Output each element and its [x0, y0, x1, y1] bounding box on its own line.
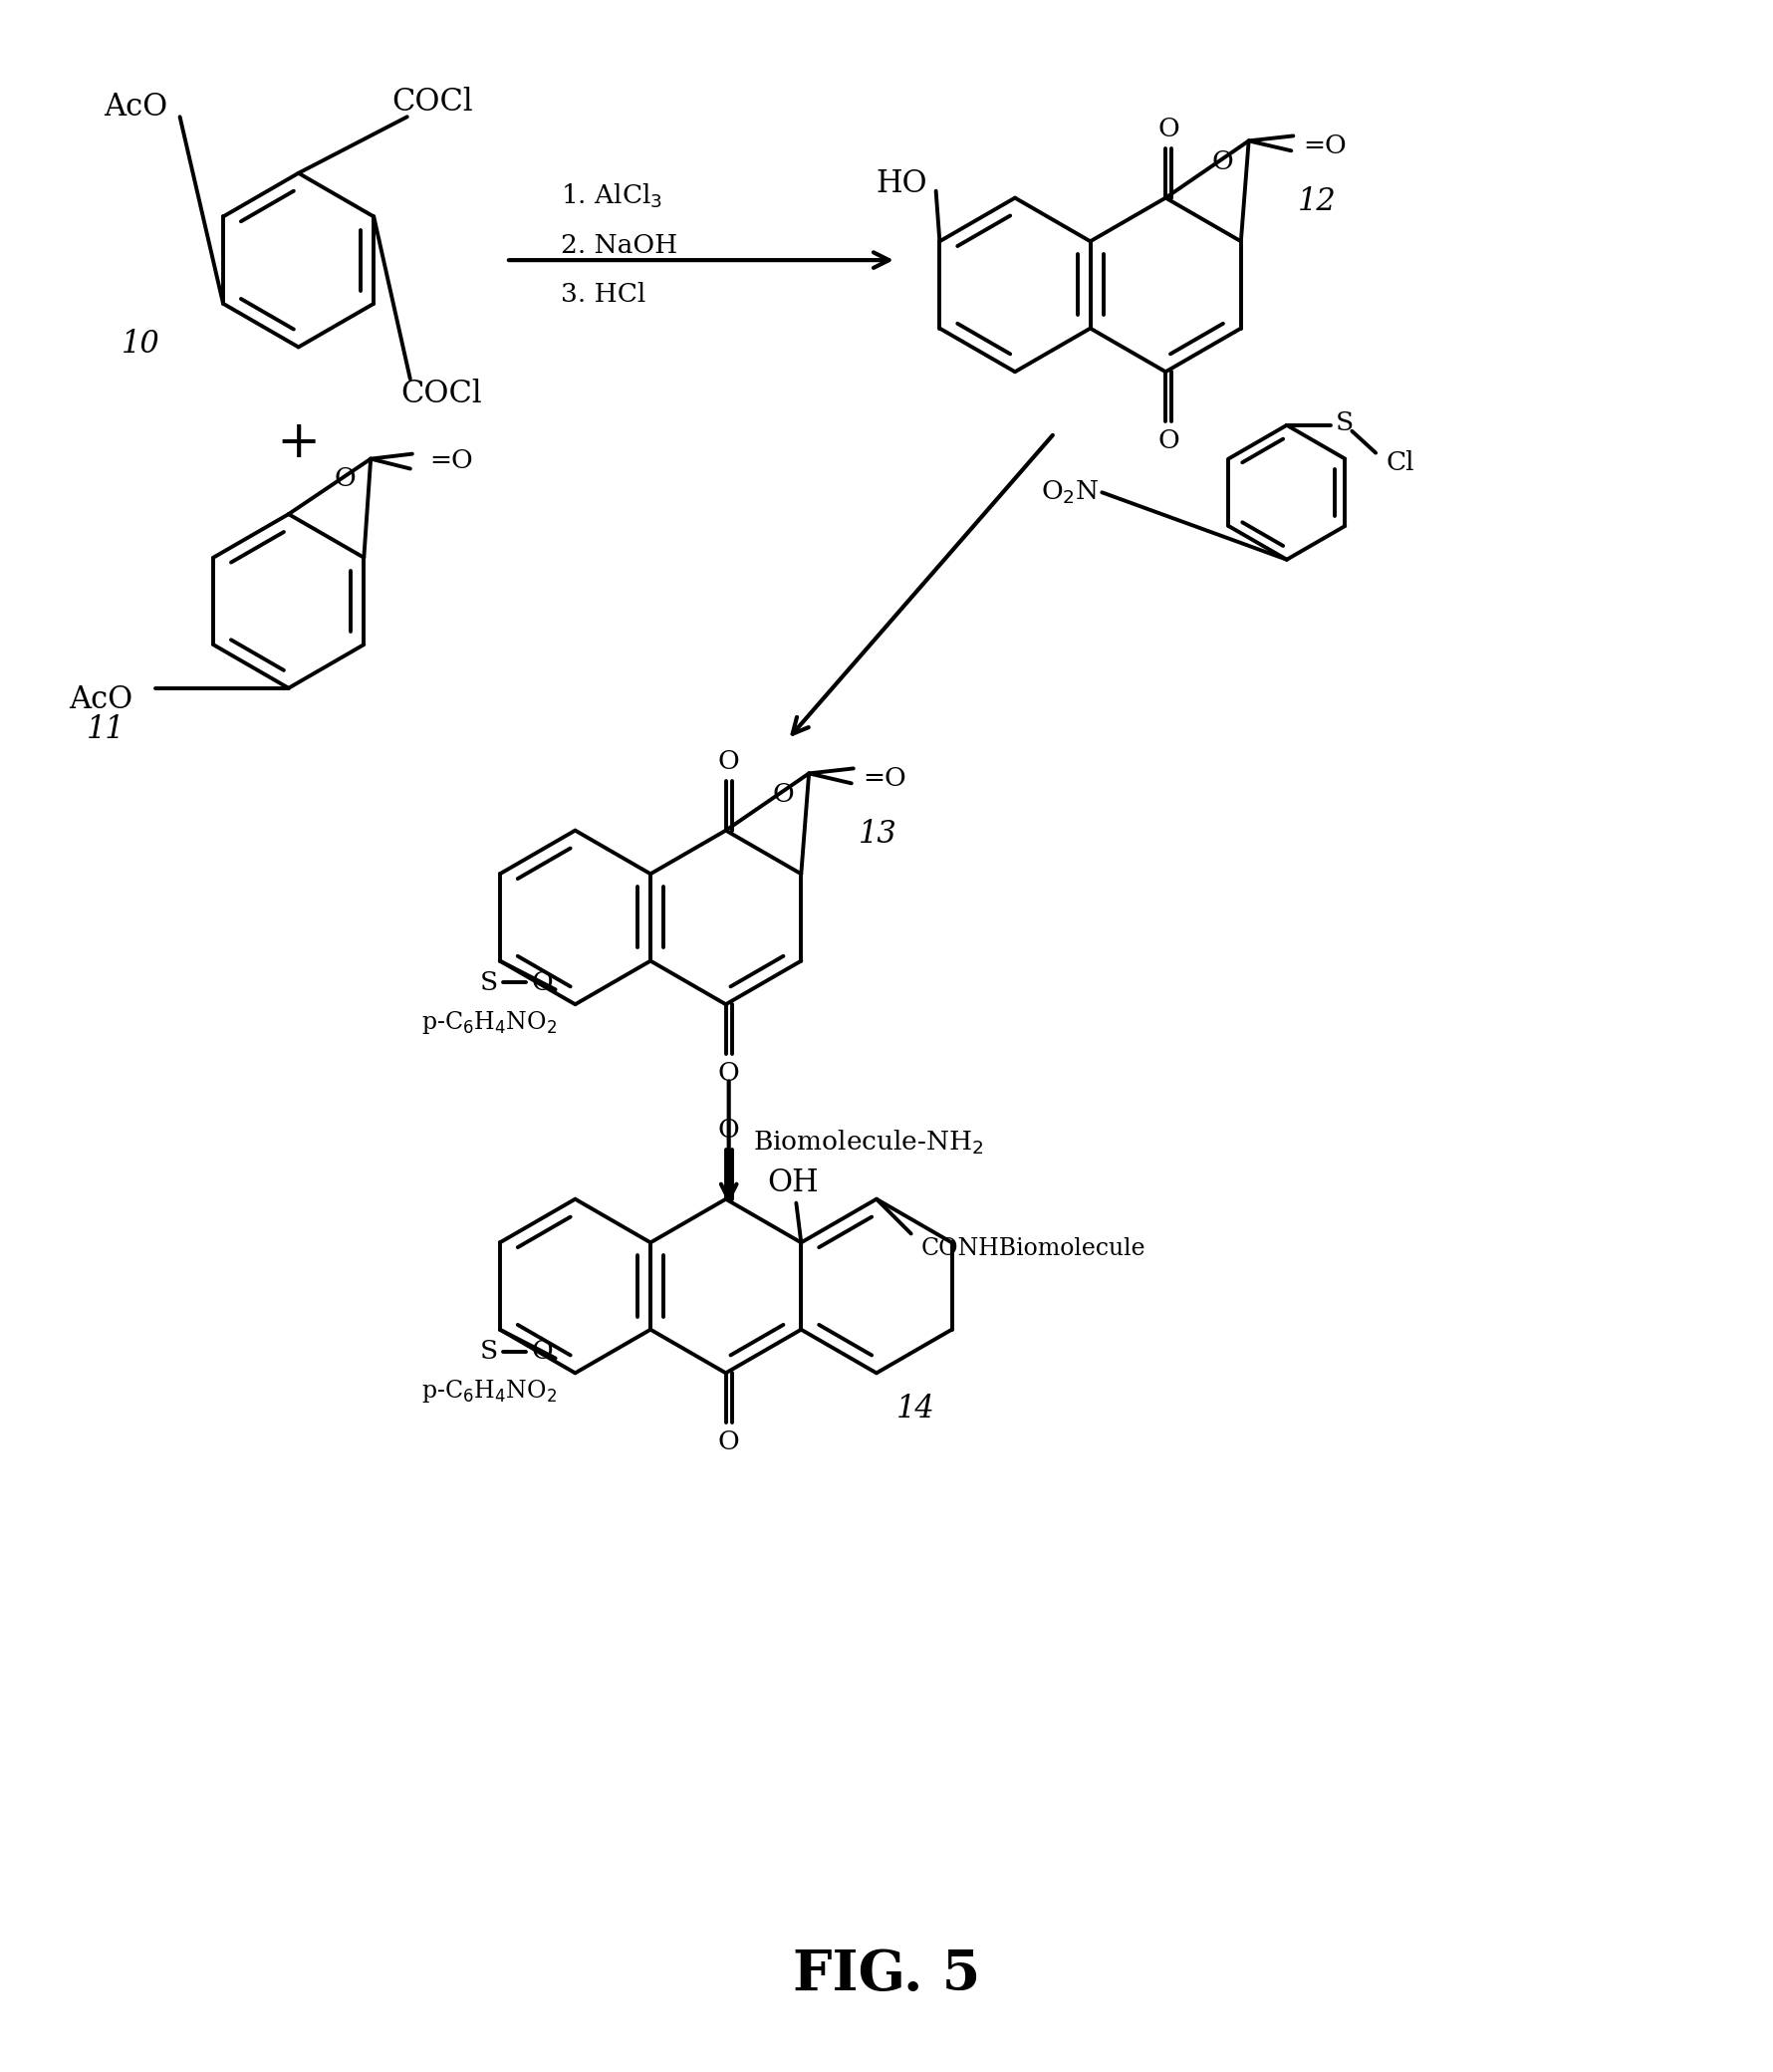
- Text: 1. AlCl$_3$: 1. AlCl$_3$: [560, 182, 661, 209]
- Text: O: O: [335, 466, 356, 491]
- Text: FIG. 5: FIG. 5: [793, 1948, 980, 2002]
- Text: OH: OH: [768, 1169, 819, 1200]
- Text: +: +: [277, 419, 321, 468]
- Text: p-C$_6$H$_4$NO$_2$: p-C$_6$H$_4$NO$_2$: [422, 1378, 557, 1405]
- Text: O: O: [718, 1061, 739, 1086]
- Text: S: S: [1335, 410, 1353, 435]
- Text: O: O: [532, 970, 553, 995]
- Text: O: O: [718, 1117, 739, 1142]
- Text: p-C$_6$H$_4$NO$_2$: p-C$_6$H$_4$NO$_2$: [422, 1009, 557, 1036]
- Text: Cl: Cl: [1385, 450, 1413, 474]
- Text: O: O: [718, 1430, 739, 1455]
- Text: S: S: [480, 970, 498, 995]
- Text: 10: 10: [121, 329, 160, 361]
- Text: 2. NaOH: 2. NaOH: [560, 232, 677, 257]
- Text: O: O: [771, 781, 794, 806]
- Text: O: O: [532, 1339, 553, 1363]
- Text: 12: 12: [1298, 186, 1337, 218]
- Text: O: O: [718, 748, 739, 773]
- Text: 14: 14: [895, 1394, 934, 1423]
- Text: =O: =O: [1303, 133, 1346, 157]
- Text: O: O: [1211, 149, 1234, 174]
- Text: S: S: [480, 1339, 498, 1363]
- Text: Biomolecule-NH$_2$: Biomolecule-NH$_2$: [754, 1129, 984, 1156]
- Text: AcO: AcO: [103, 91, 167, 122]
- Text: COCl: COCl: [392, 87, 472, 118]
- Text: CONHBiomolecule: CONHBiomolecule: [920, 1237, 1145, 1260]
- Text: O$_2$N: O$_2$N: [1041, 479, 1097, 506]
- Text: O: O: [1158, 116, 1179, 141]
- Text: COCl: COCl: [401, 377, 482, 408]
- Text: O: O: [1158, 429, 1179, 454]
- Text: 3. HCl: 3. HCl: [560, 282, 645, 307]
- Text: =O: =O: [863, 767, 906, 792]
- Text: 13: 13: [858, 818, 897, 850]
- Text: AcO: AcO: [69, 684, 133, 715]
- Text: HO: HO: [876, 168, 927, 199]
- Text: 11: 11: [87, 715, 124, 746]
- Text: =O: =O: [429, 448, 473, 472]
